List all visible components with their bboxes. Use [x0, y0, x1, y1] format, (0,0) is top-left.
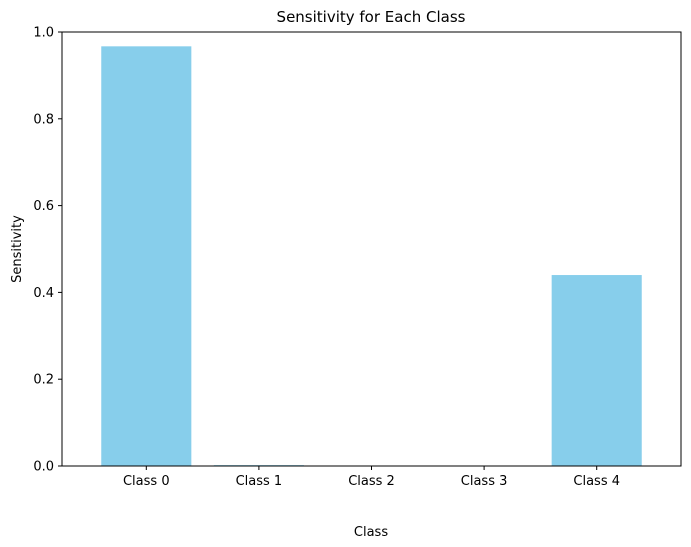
chart-title: Sensitivity for Each Class	[277, 8, 466, 26]
y-tick-label: 1.0	[33, 26, 54, 41]
x-tick-label: Class 3	[461, 474, 508, 489]
x-axis: Class 0 Class 1 Class 2 Class 3 Class 4	[123, 466, 620, 489]
x-axis-label: Class	[354, 525, 388, 540]
y-tick-label: 0.2	[33, 373, 54, 388]
y-axis: 0.0 0.2 0.4 0.6 0.8 1.0	[33, 26, 62, 475]
x-tick-label: Class 2	[348, 474, 395, 489]
y-axis-label: Sensitivity	[10, 215, 25, 283]
y-tick-label: 0.8	[33, 112, 54, 127]
bar-class-0	[101, 46, 192, 467]
bar-class-4	[551, 275, 642, 466]
plot-area	[101, 46, 642, 467]
y-tick-label: 0.4	[33, 286, 54, 301]
y-tick-label: 0.0	[33, 460, 54, 475]
y-tick-label: 0.6	[33, 199, 54, 214]
x-tick-label: Class 1	[236, 474, 283, 489]
x-tick-label: Class 0	[123, 474, 170, 489]
x-tick-label: Class 4	[573, 474, 620, 489]
